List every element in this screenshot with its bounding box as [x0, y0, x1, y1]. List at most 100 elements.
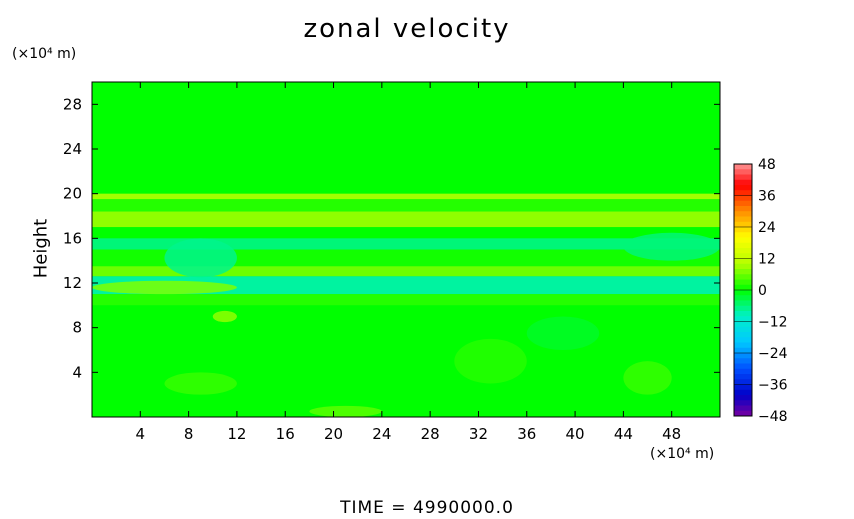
colorbar-label: 12: [758, 252, 776, 268]
x-tick-label: 40: [566, 425, 585, 443]
heatmap-patch: [623, 232, 720, 261]
colorbar-segment: [734, 316, 752, 322]
y-tick-label: 4: [72, 363, 82, 381]
colorbar-segment: [734, 279, 752, 286]
x-tick-label: 28: [421, 425, 440, 443]
colorbar-segment: [734, 242, 752, 249]
colorbar-segment: [734, 374, 752, 380]
heatmap-band: [92, 249, 720, 267]
colorbar-segment: [734, 347, 752, 354]
x-axis-unit: (×10⁴ m): [650, 446, 715, 462]
colorbar-segment: [734, 353, 752, 359]
colorbar-label: −36: [758, 378, 788, 394]
colorbar-segment: [734, 185, 752, 191]
heatmap-band: [92, 82, 720, 194]
colorbar-segment: [734, 326, 752, 333]
y-tick-label: 12: [63, 274, 82, 292]
x-tick-label: 8: [184, 425, 194, 443]
heatmap-band: [92, 305, 720, 417]
heatmap-bands: [92, 82, 720, 417]
plot-frame: [91, 81, 721, 418]
x-tick-label: 12: [227, 425, 246, 443]
colorbar-segment: [734, 237, 752, 244]
colorbar-segment: [734, 227, 752, 233]
colorbar-segment: [734, 284, 752, 291]
colorbar: 48 36 24 12 0 −12 −24 −36 −48: [733, 157, 788, 425]
heatmap-patch: [526, 316, 600, 350]
colorbar-segment: [734, 179, 752, 186]
colorbar-segment: [734, 368, 752, 375]
colorbar-segment: [734, 269, 752, 275]
chart-title: zonal velocity: [303, 14, 511, 44]
y-axis: 4 8 12 16 20 24 28: [63, 95, 720, 381]
colorbar-segment: [734, 410, 752, 417]
heatmap-patches: [92, 232, 720, 417]
colorbar-segment: [734, 363, 752, 370]
x-tick-label: 32: [469, 425, 488, 443]
colorbar-segment: [734, 206, 752, 212]
colorbar-segment: [734, 295, 752, 301]
colorbar-label: 36: [758, 189, 776, 205]
colorbar-segment: [734, 195, 752, 202]
colorbar-segment: [734, 358, 752, 364]
heatmap-patch: [92, 280, 237, 295]
y-axis-label: Height: [30, 218, 52, 279]
y-tick-label: 16: [63, 229, 82, 247]
colorbar-segment: [734, 290, 752, 296]
colorbar-label: −24: [758, 346, 788, 362]
x-tick-label: 36: [517, 425, 536, 443]
heatmap-patch: [164, 238, 237, 278]
x-tick-label: 48: [662, 425, 681, 443]
colorbar-segment: [734, 395, 752, 401]
colorbar-segment: [734, 174, 752, 181]
colorbar-segment: [734, 200, 752, 207]
time-footer: TIME = 4990000.0: [340, 498, 514, 518]
colorbar-segment: [734, 305, 752, 312]
colorbar-segment: [734, 321, 752, 328]
colorbar-segment: [734, 263, 752, 270]
colorbar-segment: [734, 169, 752, 175]
colorbar-segment: [734, 258, 752, 265]
heatmap-band: [92, 266, 720, 277]
colorbar-segment: [734, 300, 752, 307]
colorbar-label: −48: [758, 409, 788, 425]
colorbar-segment: [734, 389, 752, 396]
heatmap-band: [92, 276, 720, 295]
colorbar-segment: [734, 405, 752, 412]
colorbar-segment: [734, 384, 752, 391]
x-axis: 4 8 12 16 20 24 28 32 36 40 44 48: [136, 82, 681, 443]
heatmap-patch: [164, 372, 237, 395]
heatmap-patch: [623, 361, 672, 395]
y-tick-label: 20: [63, 185, 82, 203]
heatmap-band: [92, 193, 720, 200]
heatmap-band: [92, 199, 720, 212]
x-tick-label: 20: [324, 425, 343, 443]
colorbar-segment: [734, 311, 752, 317]
heatmap-band: [92, 294, 720, 306]
colorbar-segment: [734, 164, 752, 170]
colorbar-segment: [734, 274, 752, 280]
colorbar-segment: [734, 232, 752, 238]
y-axis-unit: (×10⁴ m): [12, 46, 77, 62]
x-tick-label: 4: [136, 425, 146, 443]
colorbar-segment: [734, 337, 752, 343]
colorbar-segment: [734, 400, 752, 406]
colorbar-segment: [734, 253, 752, 259]
x-tick-label: 44: [614, 425, 633, 443]
heatmap-band: [92, 238, 720, 250]
colorbar-segment: [734, 379, 752, 385]
colorbar-label: 48: [758, 157, 776, 173]
colorbar-segment: [734, 216, 752, 223]
colorbar-segment: [734, 342, 752, 349]
colorbar-segment: [734, 221, 752, 228]
x-tick-label: 16: [276, 425, 295, 443]
heatmap-band: [92, 227, 720, 239]
y-tick-label: 28: [63, 95, 82, 113]
heatmap-band: [92, 211, 720, 228]
colorbar-label: 24: [758, 220, 776, 236]
colorbar-segment: [734, 332, 752, 338]
y-tick-label: 8: [72, 319, 82, 337]
colorbar-segment: [734, 211, 752, 217]
colorbar-segment: [734, 248, 752, 254]
